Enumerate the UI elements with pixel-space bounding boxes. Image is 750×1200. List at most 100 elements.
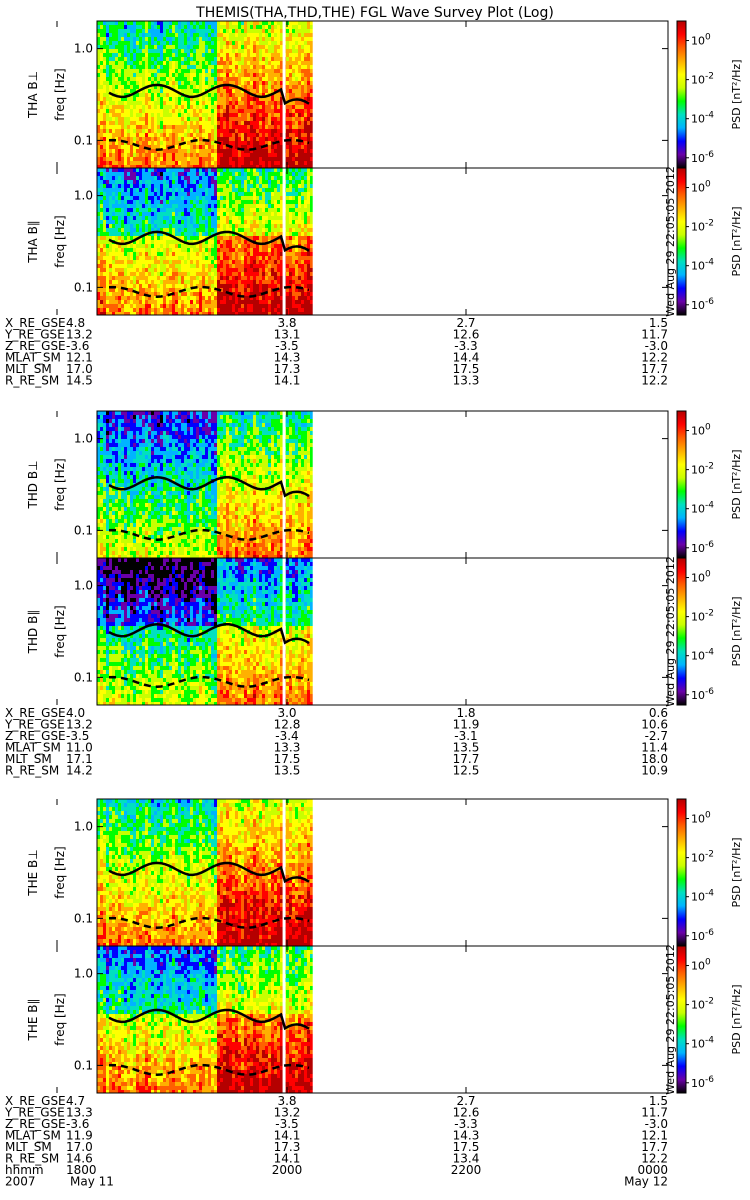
ephemeris-thd: X_RE_GSE 4.0 3.0 1.8 0.6 Y_RE_GSE 13.2 12.8 11.9…: [4, 706, 668, 778]
ephemeris-value: 12.8: [274, 718, 301, 732]
colorbar-label: PSD [nT²/Hz]: [730, 596, 743, 666]
ephemeris-value: 3.0: [277, 706, 296, 720]
colorbar-tick-label: 10-4: [691, 648, 714, 663]
ephemeris-value: -3.6: [66, 339, 89, 353]
dashed-frequency-line: [108, 528, 310, 541]
colorbar-gradient: [676, 167, 687, 316]
colorbar-tick-label: 100: [691, 423, 711, 438]
y-tick-label: 1.0: [74, 820, 93, 834]
ephemeris-value: -3.0: [645, 339, 668, 353]
colorbar-tick-label: 10-4: [691, 889, 714, 904]
ephemeris-value: 17.1: [66, 752, 93, 766]
colorbar-gradient: [676, 557, 687, 706]
ephemeris-value: 14.2: [66, 764, 93, 778]
ephemeris-value: 13.2: [66, 718, 93, 732]
ephemeris-value: 13.1: [274, 328, 301, 342]
ephemeris-value: 13.3: [453, 374, 480, 388]
ephemeris-name: X_RE_GSE: [5, 706, 66, 720]
panel-label: THE B∥: [26, 999, 40, 1042]
y-tick-label: 1.0: [74, 189, 93, 203]
y-tick-label: 0.1: [74, 280, 93, 294]
colorbar-tick-label: 10-6: [691, 540, 714, 555]
ephemeris-value: 11.4: [641, 741, 668, 755]
ephemeris-value: -3.3: [454, 339, 477, 353]
dashed-frequency-line: [108, 675, 310, 688]
ephemeris-value: 12.2: [641, 351, 668, 365]
data-gap: [282, 21, 286, 168]
ephemeris-value: 4.0: [66, 706, 85, 720]
spectrogram-panel-thd-b∥: 1.0 0.1 THD B∥ freq [Hz] 100 10-2 10-4 10-6 PSD …: [26, 556, 743, 707]
colorbar: 100 10-2 10-4 10-6 PSD [nT²/Hz] Wed Aug 29 22…: [664, 944, 743, 1095]
ephemeris-value: 17.7: [453, 752, 480, 766]
colorbar: 100 10-2 10-4 10-6 PSD [nT²/Hz]: [676, 798, 743, 947]
ephemeris-value: 17.3: [274, 1140, 301, 1154]
ephemeris-value: 1.8: [456, 706, 475, 720]
ephemeris-name: MLT_SM: [5, 752, 52, 766]
ephemeris-name: R_RE_SM: [5, 1152, 59, 1166]
colorbar-tick-label: 10-2: [691, 462, 714, 477]
ephemeris-value: 17.7: [641, 1140, 668, 1154]
freq-axis-label: freq [Hz]: [53, 458, 67, 510]
ephemeris-value: 3.8: [277, 316, 296, 330]
solid-frequency-line: [108, 230, 310, 253]
panel-frame: [96, 945, 669, 1094]
freq-axis-label: freq [Hz]: [53, 993, 67, 1045]
y-tick-label: 0.1: [74, 911, 93, 925]
colorbar-tick-label: 100: [691, 33, 711, 48]
colorbar-tick-label: 10-6: [691, 150, 714, 165]
ephemeris-name: MLT_SM: [5, 1140, 52, 1154]
spectrogram-panel-the-b∥: 1.0 0.1 THE B∥ freq [Hz] 100 10-2 10-4 10-6 PSD …: [26, 944, 743, 1095]
freq-axis-label: freq [Hz]: [53, 605, 67, 657]
data-gap: [282, 558, 286, 705]
ephemeris-value: 1.5: [649, 1094, 668, 1108]
colorbar-gradient: [676, 945, 687, 1094]
colorbar-gradient: [676, 410, 687, 559]
colorbar-tick-label: 10-2: [691, 219, 714, 234]
ephemeris-value: 17.5: [274, 752, 301, 766]
solid-frequency-line: [108, 622, 310, 645]
ephemeris-value: 3.8: [277, 1094, 296, 1108]
footer-end-date: May 12: [624, 1175, 668, 1189]
ephemeris-value: 12.6: [453, 1106, 480, 1120]
ephemeris-value: 4.7: [66, 1094, 85, 1108]
colorbar-label: PSD [nT²/Hz]: [730, 449, 743, 519]
date-stamp: Wed Aug 29 22:05:05 2012: [664, 944, 677, 1095]
spectrogram-cells: [97, 946, 313, 1093]
data-gap: [282, 168, 286, 315]
data-gap: [282, 411, 286, 558]
colorbar-tick-label: 10-6: [691, 928, 714, 943]
ephemeris-value: 11.7: [641, 1106, 668, 1120]
y-tick-label: 0.1: [74, 133, 93, 147]
ephemeris-value: 10.6: [641, 718, 668, 732]
colorbar-tick-label: 10-2: [691, 997, 714, 1012]
y-tick-label: 1.0: [74, 579, 93, 593]
ephemeris-value: -3.3: [454, 1117, 477, 1131]
ephemeris-value: -3.1: [454, 729, 477, 743]
panel-label: THA B⊥: [26, 71, 40, 119]
spectrogram-panel-tha-b∥: 1.0 0.1 THA B∥ freq [Hz] 100 10-2 10-4 10-6 PSD …: [26, 166, 743, 317]
spectrogram-panel-thd-b⊥: 1.0 0.1 THD B⊥ freq [Hz] 100 10-2 10-4 10-6 PSD …: [26, 410, 743, 559]
colorbar-tick-label: 10-4: [691, 1036, 714, 1051]
spectrogram-cells: [97, 799, 313, 946]
colorbar-tick-label: 10-6: [691, 687, 714, 702]
ephemeris-value: 14.3: [453, 1129, 480, 1143]
spectrogram-panel-the-b⊥: 1.0 0.1 THE B⊥ freq [Hz] 100 10-2 10-4 10-6 PSD …: [26, 798, 743, 947]
colorbar-tick-label: 10-2: [691, 72, 714, 87]
ephemeris-name: hhmm: [5, 1163, 44, 1177]
ephemeris-value: 14.1: [274, 1152, 301, 1166]
spectrogram-cells: [97, 411, 313, 558]
ephemeris-value: -3.0: [645, 1117, 668, 1131]
ephemeris-value: 10.9: [641, 764, 668, 778]
freq-axis-label: freq [Hz]: [53, 846, 67, 898]
y-tick-label: 0.1: [74, 670, 93, 684]
freq-axis-label: freq [Hz]: [53, 68, 67, 120]
panel-frame: [96, 167, 669, 316]
y-tick-label: 1.0: [74, 967, 93, 981]
ephemeris-value: 12.1: [641, 1129, 668, 1143]
spectrogram-cells: [97, 168, 313, 315]
footer-year: 2007: [5, 1175, 36, 1189]
ephemeris-value: 4.8: [66, 316, 85, 330]
ephemeris-value: -3.5: [66, 729, 89, 743]
footer-start-date: May 11: [70, 1175, 114, 1189]
